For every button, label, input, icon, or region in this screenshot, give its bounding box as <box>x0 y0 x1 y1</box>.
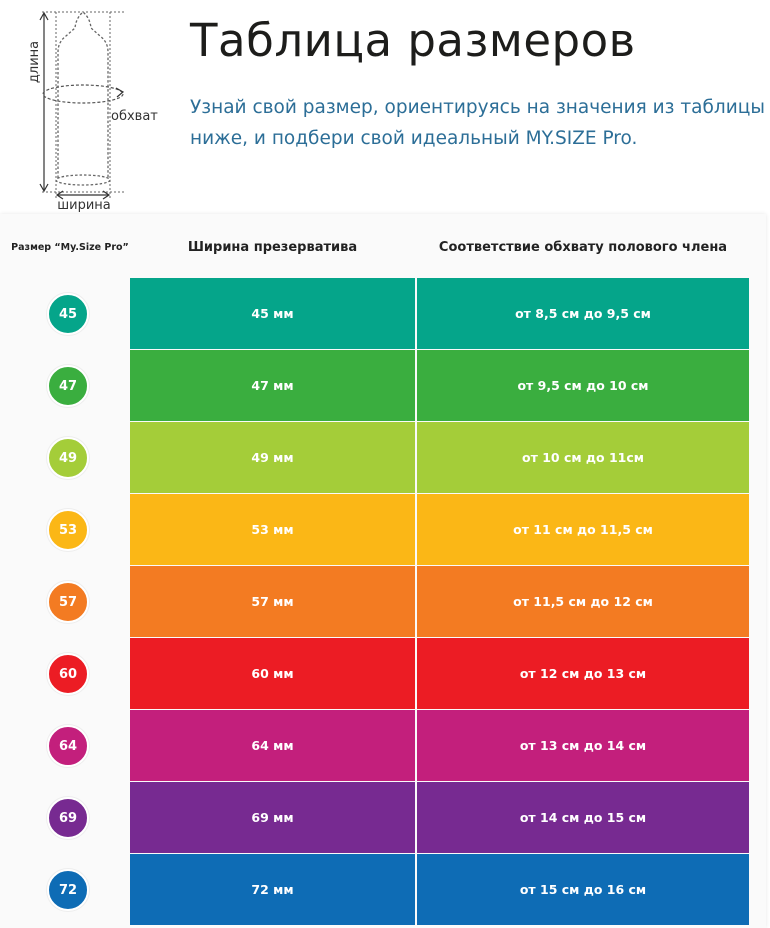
girth-cell: от 10 см до 11см <box>417 422 749 493</box>
size-badge: 72 <box>47 869 89 911</box>
girth-label: обхват <box>111 109 158 124</box>
condom-size-diagram: длина обхват ширина <box>27 11 158 212</box>
size-badge: 60 <box>47 653 89 695</box>
girth-cell: от 13 см до 14 см <box>417 710 749 781</box>
girth-cell: от 12 см до 13 см <box>417 638 749 709</box>
width-cell: 72 мм <box>130 854 415 925</box>
table-row: 69 69 мм от 14 см до 15 см <box>0 782 770 853</box>
table-row: 45 45 мм от 8,5 см до 9,5 см <box>0 278 770 349</box>
column-header-girth: Соответствие обхвату полового члена <box>438 240 728 255</box>
width-cell: 47 мм <box>130 350 415 421</box>
table-row: 64 64 мм от 13 см до 14 см <box>0 710 770 781</box>
size-badge: 45 <box>47 293 89 335</box>
width-cell: 57 мм <box>130 566 415 637</box>
width-cell: 53 мм <box>130 494 415 565</box>
size-badge: 49 <box>47 437 89 479</box>
girth-cell: от 15 см до 16 см <box>417 854 749 925</box>
width-cell: 49 мм <box>130 422 415 493</box>
width-cell: 45 мм <box>130 278 415 349</box>
column-header-size: Размер “My.Size Pro” <box>11 242 129 253</box>
table-row: 49 49 мм от 10 см до 11см <box>0 422 770 493</box>
girth-cell: от 9,5 см до 10 см <box>417 350 749 421</box>
size-badge: 69 <box>47 797 89 839</box>
page-title: Таблица размеров <box>190 14 636 67</box>
width-cell: 69 мм <box>130 782 415 853</box>
width-label: ширина <box>57 198 111 212</box>
table-row: 72 72 мм от 15 см до 16 см <box>0 854 770 925</box>
width-cell: 64 мм <box>130 710 415 781</box>
girth-cell: от 11 см до 11,5 см <box>417 494 749 565</box>
girth-cell: от 11,5 см до 12 см <box>417 566 749 637</box>
size-badge: 57 <box>47 581 89 623</box>
width-cell: 60 мм <box>130 638 415 709</box>
girth-cell: от 8,5 см до 9,5 см <box>417 278 749 349</box>
table-row: 53 53 мм от 11 см до 11,5 см <box>0 494 770 565</box>
size-table-body: 45 45 мм от 8,5 см до 9,5 см 47 47 мм от 9,5 … <box>0 278 770 926</box>
table-row: 47 47 мм от 9,5 см до 10 см <box>0 350 770 421</box>
size-badge: 47 <box>47 365 89 407</box>
size-badge: 53 <box>47 509 89 551</box>
girth-cell: от 14 см до 15 см <box>417 782 749 853</box>
length-label: длина <box>27 41 42 83</box>
condom-outline-icon <box>57 11 109 179</box>
page-subtitle: Узнай свой размер, ориентируясь на значе… <box>190 97 765 149</box>
table-row: 60 60 мм от 12 см до 13 см <box>0 638 770 709</box>
size-badge: 64 <box>47 725 89 767</box>
column-header-width: Ширина презерватива <box>187 240 358 255</box>
table-row: 57 57 мм от 11,5 см до 12 см <box>0 566 770 637</box>
